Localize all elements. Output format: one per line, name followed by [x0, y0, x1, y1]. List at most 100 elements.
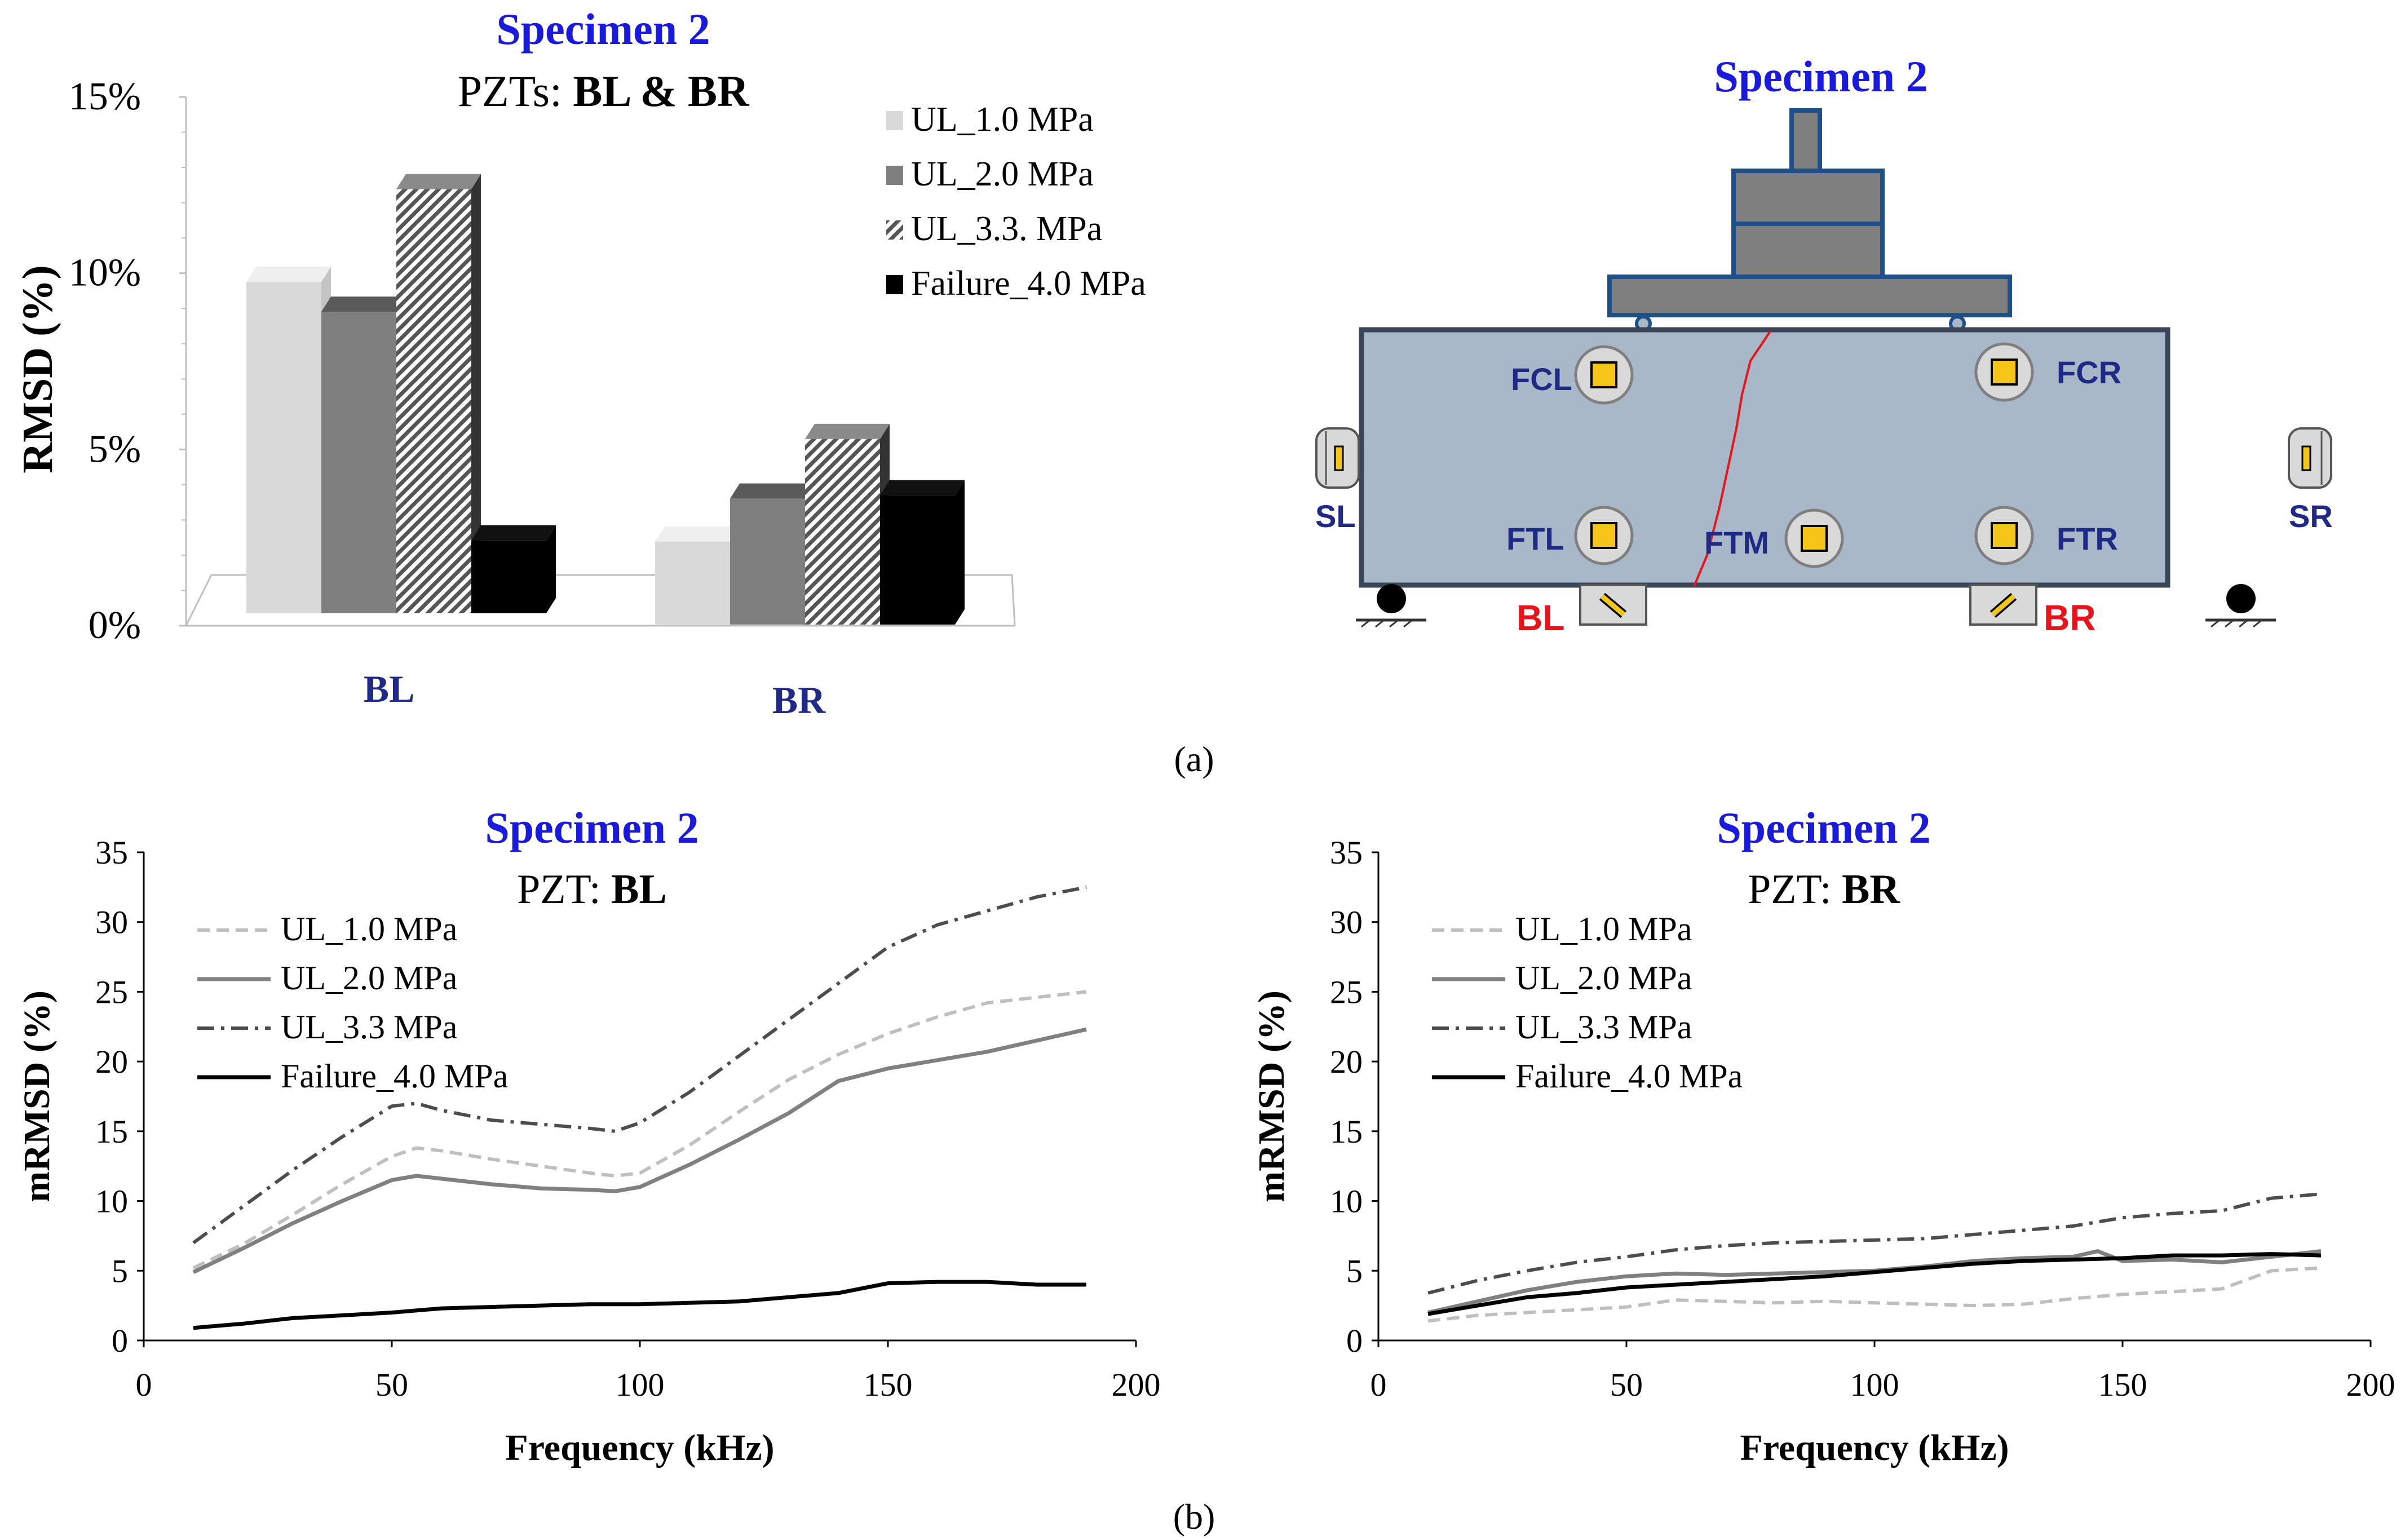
bar-top: [805, 423, 890, 439]
pzt-bl: [1579, 584, 1647, 626]
bar-chart-ylabel: RMSD (%): [14, 265, 61, 473]
bar-front: [471, 540, 546, 613]
line-chart-xtick-label: 0: [136, 1366, 152, 1403]
line-legend-label: UL_3.3 MPa: [281, 1008, 457, 1046]
pzt-fcr: [1974, 342, 2034, 402]
label-sr: SR: [2289, 498, 2333, 534]
line-chart-ytick-label: 10: [1330, 1183, 1363, 1220]
line-chart-ytick-label: 25: [1330, 973, 1363, 1010]
line-chart-ylabel: mRMSD (%): [16, 990, 58, 1202]
bar-chart-legend: UL_1.0 MPa UL_2.0 MPa UL_3.3. MPa Failure_4…: [886, 100, 1146, 303]
line-chart-xlabel: Frequency (kHz): [1740, 1427, 2009, 1468]
panel-label-b: (b): [1173, 1497, 1215, 1537]
panel-label-a: (a): [1174, 739, 1214, 779]
line-chart-xtick-label: 150: [864, 1366, 913, 1403]
pzt-ftm: [1784, 508, 1844, 568]
bar-chart-y-ticks: 0% 5% 10% 15%: [69, 75, 186, 647]
bar-front: [655, 542, 730, 625]
mrmsd-line-chart-br: Specimen 2 PZT: BR 0 5 10 15 20 25 30 35 0 50 100 150…: [1251, 803, 2395, 1468]
label-br: BR: [2044, 598, 2095, 638]
bar-front: [730, 498, 805, 625]
bar-chart-subtitle-bold: BL & BR: [573, 67, 750, 116]
bar-chart-ytick-label: 15%: [69, 75, 141, 118]
line-legend-label: Failure_4.0 MPa: [1515, 1057, 1743, 1095]
label-bl: BL: [1517, 598, 1564, 638]
bar-legend-swatch: [886, 220, 903, 240]
pzt-br: [1969, 584, 2037, 626]
bar-chart-category-br: BR: [772, 679, 826, 722]
specimen-diagram: Specimen 2: [1315, 52, 2333, 638]
line-chart-title: Specimen 2: [1717, 803, 1930, 852]
line-chart-ytick-label: 35: [1330, 834, 1363, 871]
bar-legend-swatch: [886, 111, 903, 130]
pzt-fcl: [1574, 345, 1634, 405]
bar: [880, 480, 965, 625]
line-chart-xtick-label: 50: [1610, 1366, 1643, 1403]
line-chart-subtitle: PZT: BL: [517, 866, 667, 913]
bar-top: [655, 526, 740, 542]
line-chart-xtick-label: 200: [1112, 1366, 1161, 1403]
bar: [805, 423, 890, 625]
label-sl: SL: [1315, 498, 1356, 534]
line-legend-label: Failure_4.0 MPa: [281, 1057, 508, 1095]
bar: [321, 297, 406, 613]
line-chart-xlabel: Frequency (kHz): [505, 1427, 774, 1468]
line-chart-subtitle: PZT: BR: [1748, 866, 1900, 913]
bar-side: [955, 480, 965, 625]
line-chart-ylabel: mRMSD (%): [1251, 990, 1292, 1202]
bar-legend-swatch: [886, 166, 903, 185]
line-chart-ytick-label: 30: [95, 904, 128, 941]
line-chart-ytick-label: 15: [95, 1113, 128, 1150]
bar-top: [246, 267, 331, 282]
bar-chart-floor: [184, 574, 1016, 627]
bar: [471, 525, 556, 613]
bar-top: [730, 483, 815, 499]
bar-top: [321, 297, 406, 312]
bar-chart-subtitle: PZTs: BL & BR: [458, 67, 750, 116]
bar-legend-label: UL_1.0 MPa: [911, 100, 1094, 139]
pzt-ftl: [1574, 506, 1634, 565]
bar-top: [471, 525, 556, 541]
line-legend-label: UL_3.3 MPa: [1515, 1008, 1692, 1046]
bar-legend-label: Failure_4.0 MPa: [911, 264, 1146, 303]
bar-side: [471, 174, 481, 613]
line-chart-xtick-label: 200: [2346, 1366, 2395, 1403]
line-chart-ytick-label: 5: [112, 1253, 128, 1289]
line-chart-ytick-label: 15: [1330, 1113, 1363, 1150]
load-block-lower: [1731, 222, 1885, 280]
line-chart-ytick-label: 10: [95, 1183, 128, 1220]
line-chart-xtick-label: 0: [1371, 1366, 1387, 1403]
line-chart-xtick-label: 150: [2098, 1366, 2147, 1403]
bar-front: [321, 312, 396, 613]
line-legend-label: UL_1.0 MPa: [281, 910, 457, 948]
line-chart-ytick-label: 20: [1330, 1043, 1363, 1080]
pzt-ftr: [1974, 506, 2034, 565]
line-series: [193, 1280, 1086, 1330]
bar: [246, 267, 331, 614]
bar-front: [880, 495, 955, 625]
line-legend-label: UL_2.0 MPa: [1515, 959, 1692, 997]
rmsd-bar-chart: Specimen 2 PZTs: BL & BR 0% 5% 10% 15% RMSD…: [14, 5, 1146, 722]
bar-legend-swatch: [886, 275, 903, 294]
support-left: [1356, 584, 1426, 628]
bar-legend-label: UL_2.0 MPa: [911, 155, 1094, 193]
bar-chart-ytick-label: 5%: [89, 427, 141, 471]
line-chart-ytick-label: 20: [95, 1043, 128, 1080]
bar-chart-category-bl: BL: [364, 667, 415, 710]
line-series: [1427, 1192, 2322, 1295]
line-chart-ytick-label: 5: [1346, 1253, 1363, 1289]
bar: [730, 483, 815, 625]
label-ftl: FTL: [1506, 521, 1564, 556]
label-fcr: FCR: [2057, 355, 2121, 390]
line-chart-xtick-label: 100: [616, 1366, 665, 1403]
line-series: [1427, 1252, 2322, 1316]
line-chart-ytick-label: 30: [1330, 904, 1363, 941]
load-rod: [1789, 108, 1822, 175]
spreader-beam: [1607, 275, 2012, 317]
bar-chart-bars: [246, 174, 965, 625]
bar-front: [246, 282, 321, 614]
bar-chart-ytick-label: 0%: [89, 604, 141, 647]
line-legend-label: UL_1.0 MPa: [1515, 910, 1692, 948]
line-chart-ytick-label: 0: [1346, 1322, 1363, 1359]
bar-side: [546, 525, 556, 613]
